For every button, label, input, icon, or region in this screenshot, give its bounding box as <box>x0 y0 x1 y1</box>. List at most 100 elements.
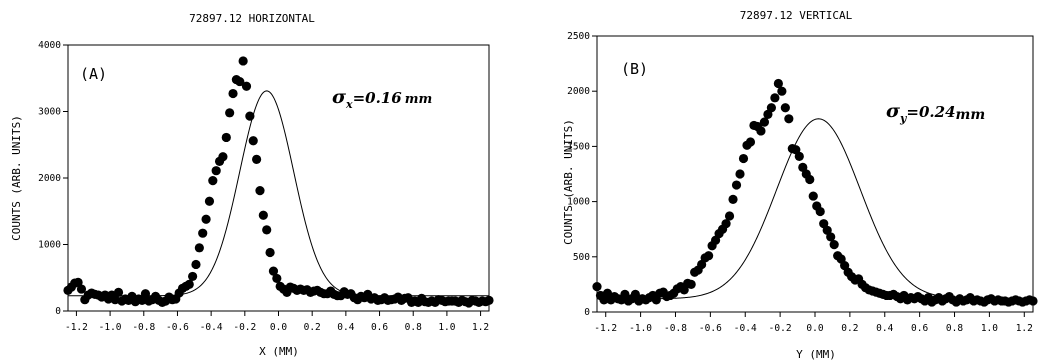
data-points <box>63 56 494 308</box>
data-point <box>686 279 696 289</box>
sigma-annotation: σx=0.16 mm <box>332 86 432 111</box>
y-tick-label: 0 <box>55 306 61 317</box>
fit-curve-group <box>68 90 489 297</box>
y-tick-label: 1500 <box>567 141 590 152</box>
data-point <box>76 284 87 294</box>
data-point <box>770 93 780 103</box>
data-point <box>724 211 735 221</box>
x-tick-label: -1.2 <box>65 322 88 333</box>
data-point <box>211 166 221 176</box>
x-tick-label: -0.8 <box>132 322 155 333</box>
data-point <box>738 153 749 164</box>
x-tick-label: 1.0 <box>981 323 998 334</box>
x-tick-label: -0.6 <box>166 322 189 333</box>
x-tick-label: 0.6 <box>911 323 928 334</box>
data-point <box>592 282 602 292</box>
chart-title: 72897.12 VERTICAL <box>740 9 853 22</box>
y-axis-title: COUNTS (ARB. UNITS) <box>562 119 575 245</box>
y-tick-label: 1000 <box>567 197 590 208</box>
data-point <box>252 154 262 164</box>
data-point <box>268 266 279 276</box>
data-point <box>721 219 731 229</box>
y-tick-label: 2000 <box>567 86 590 97</box>
data-point <box>113 287 124 297</box>
data-point <box>258 210 268 220</box>
data-point <box>228 88 238 99</box>
sigma-unit: mm <box>956 107 986 123</box>
x-tick-label: -0.8 <box>664 323 687 334</box>
data-point <box>198 228 208 238</box>
data-point <box>191 259 201 270</box>
sigma-unit: mm <box>405 92 433 107</box>
y-tick-label: 2000 <box>38 173 61 184</box>
data-point <box>235 76 245 87</box>
x-tick-label: 0.2 <box>304 322 321 333</box>
data-point <box>766 103 777 113</box>
chart-panel-horizontal: 72897.12 HORIZONTAL (A) σx=0.16 mm 0 1000 2… <box>10 12 494 358</box>
x-tick-label: 0.4 <box>337 322 354 333</box>
x-tick-label: 0.0 <box>806 323 823 334</box>
panel-label: (B) <box>621 60 648 78</box>
y-axis-title: COUNTS (ARB. UNITS) <box>10 115 23 241</box>
data-point <box>255 186 265 196</box>
data-point <box>221 132 231 143</box>
data-point <box>188 271 198 282</box>
sigma-subscript: x <box>345 98 353 111</box>
x-axis-ticks: -1.2 -1.0 -0.8 -0.6 -0.4 -0.2 0.0 0.2 0.4 0.6 0.8 1… <box>594 312 1033 334</box>
x-axis-ticks: -1.2 -1.0 -0.8 -0.6 -0.4 -0.2 0.0 0.2 0.4 0.6 0.8 1… <box>65 311 489 333</box>
data-point <box>218 152 228 162</box>
data-point <box>184 279 194 289</box>
data-point <box>745 137 756 147</box>
data-point <box>484 295 494 305</box>
data-point <box>245 111 255 121</box>
y-axis-ticks: 0 500 1000 1500 2000 2500 <box>567 31 597 318</box>
sigma-symbol: σ <box>332 86 347 108</box>
data-point <box>829 240 839 250</box>
x-tick-label: -1.0 <box>99 322 122 333</box>
x-tick-label: 0.8 <box>405 322 422 333</box>
y-tick-label: 4000 <box>38 40 61 51</box>
data-point <box>777 86 787 96</box>
data-point <box>805 174 815 185</box>
y-axis-ticks: 0 1000 2000 3000 4000 <box>38 40 68 317</box>
plot-frame <box>596 35 1034 313</box>
plot-frame <box>67 44 490 312</box>
sigma-value: =0.24 <box>906 103 955 121</box>
data-point <box>265 247 275 258</box>
x-tick-label: 0.8 <box>946 323 963 334</box>
data-point <box>735 169 745 179</box>
x-tick-label: 0.4 <box>876 323 893 334</box>
x-tick-label: -0.6 <box>699 323 722 334</box>
data-point <box>728 194 738 204</box>
data-point <box>248 136 258 146</box>
x-tick-label: -1.0 <box>629 323 652 334</box>
x-tick-label: 0.0 <box>270 322 287 333</box>
data-point <box>238 56 248 66</box>
data-point <box>241 81 252 91</box>
x-tick-label: -1.2 <box>594 323 617 334</box>
x-axis-title: X (MM) <box>259 345 299 358</box>
x-tick-label: -0.2 <box>769 323 792 334</box>
y-tick-label: 3000 <box>38 107 61 118</box>
data-point <box>208 176 218 186</box>
x-tick-label: -0.4 <box>734 323 757 334</box>
data-point <box>194 243 204 253</box>
data-point <box>225 108 235 118</box>
chart-panel-vertical: 72897.12 VERTICAL (B) σy=0.24mm 0 500 1000… <box>562 9 1038 361</box>
x-tick-label: 1.2 <box>472 322 489 333</box>
data-points <box>592 78 1038 307</box>
sigma-value: =0.16 <box>353 89 403 107</box>
data-point <box>204 196 215 206</box>
fit-curve <box>68 90 489 297</box>
chart-title: 72897.12 HORIZONTAL <box>189 12 315 25</box>
data-point <box>794 151 804 161</box>
data-point <box>140 289 151 299</box>
data-point <box>784 114 794 124</box>
x-tick-label: -0.2 <box>233 322 256 333</box>
sigma-subscript: y <box>899 112 908 125</box>
x-axis-title: Y (MM) <box>796 348 836 361</box>
data-point <box>756 126 766 136</box>
x-tick-label: 1.0 <box>438 322 455 333</box>
data-point <box>759 117 770 127</box>
data-point <box>262 225 272 235</box>
